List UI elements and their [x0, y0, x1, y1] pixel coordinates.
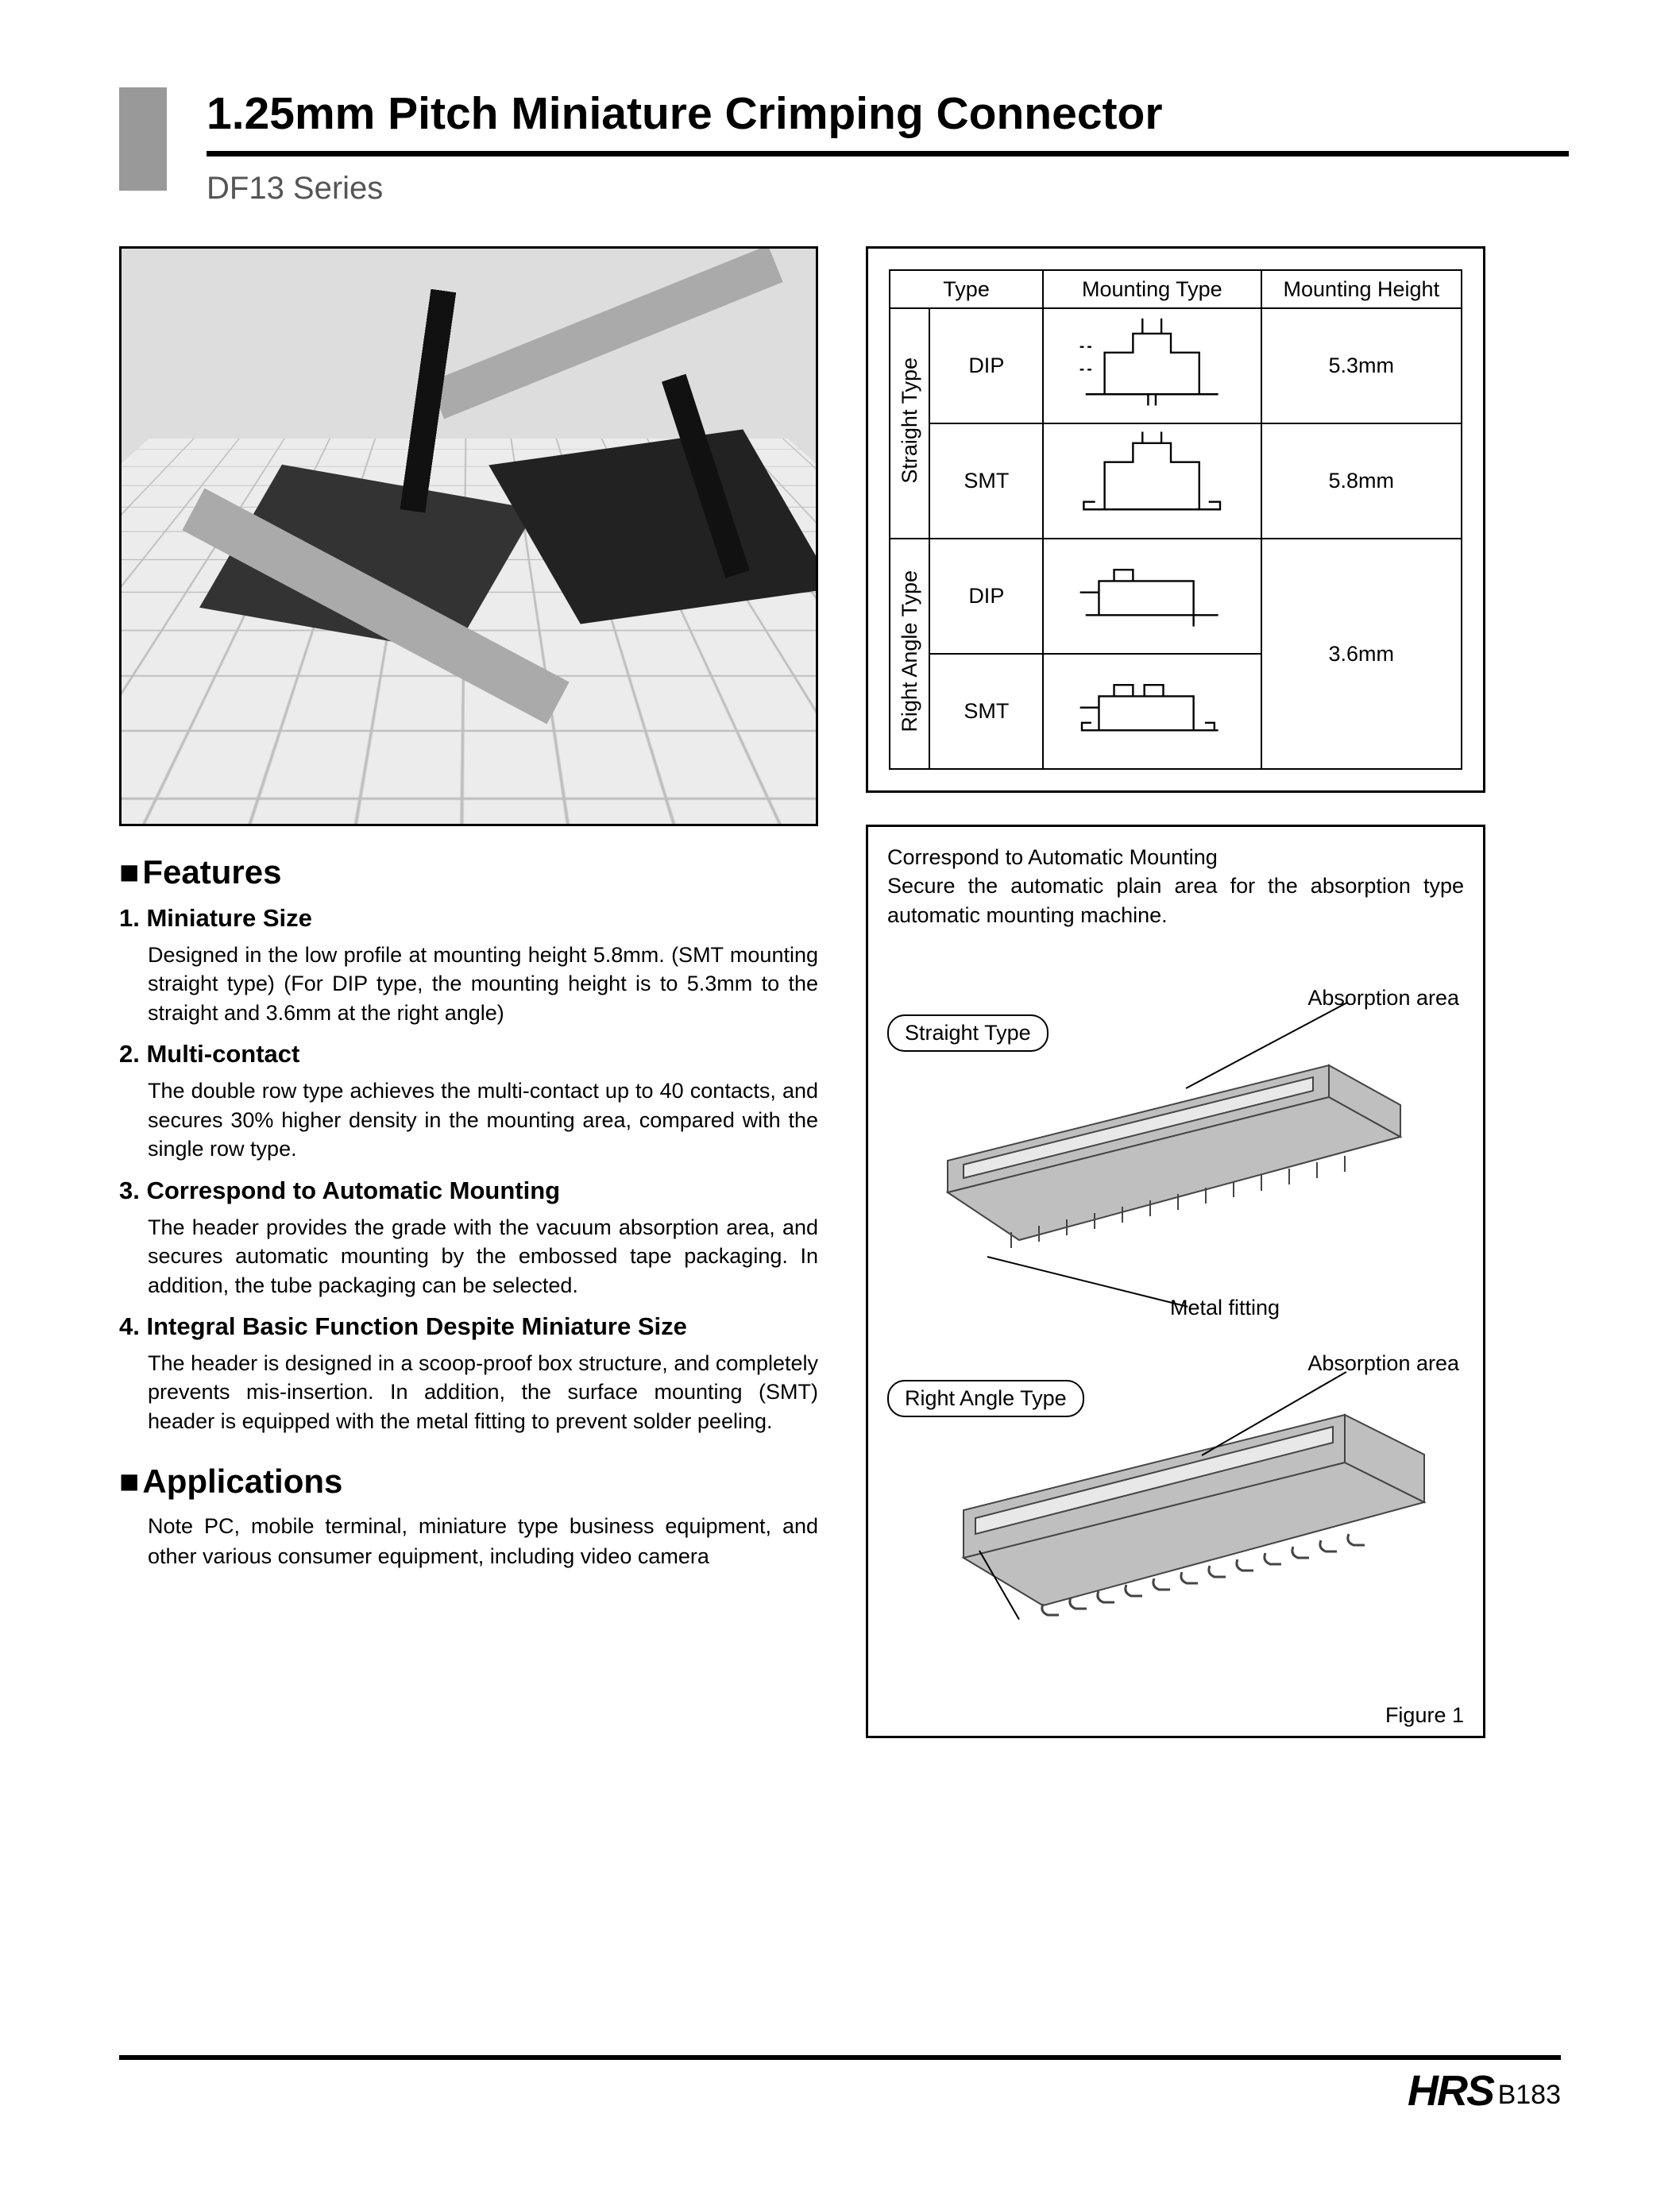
label-absorption-2: Absorption area	[1307, 1351, 1459, 1376]
page-title: 1.25mm Pitch Miniature Crimping Connecto…	[207, 87, 1569, 151]
feature-4-title: 4. Integral Basic Function Despite Minia…	[119, 1312, 818, 1341]
col-type: Type	[890, 270, 1043, 308]
main-columns: Features 1. Miniature Size Designed in t…	[119, 246, 1569, 1738]
figure-caption: Figure 1	[1385, 1703, 1464, 1728]
feature-4-body: The header is designed in a scoop-proof …	[148, 1349, 818, 1435]
label-absorption-1: Absorption area	[1307, 986, 1459, 1010]
feature-3: 3. Correspond to Automatic Mounting The …	[119, 1177, 818, 1300]
col-mounting-height: Mounting Height	[1261, 270, 1462, 308]
footer-rule	[119, 2055, 1561, 2060]
feature-2: 2. Multi-contact The double row type ach…	[119, 1040, 818, 1163]
cell-straight-dip-drawing	[1043, 308, 1261, 423]
figure-intro-2: Secure the automatic plain area for the …	[887, 871, 1464, 929]
feature-2-body: The double row type achieves the multi-c…	[148, 1076, 818, 1163]
feature-2-title: 2. Multi-contact	[119, 1040, 818, 1068]
group-right-angle: Right Angle Type	[893, 562, 927, 740]
feature-1: 1. Miniature Size Designed in the low pr…	[119, 904, 818, 1027]
feature-1-body: Designed in the low profile at mounting …	[148, 941, 818, 1027]
spec-table-box: Type Mounting Type Mounting Height Strai…	[866, 246, 1485, 793]
spec-header-row: Type Mounting Type Mounting Height	[890, 270, 1462, 308]
feature-3-title: 3. Correspond to Automatic Mounting	[119, 1177, 818, 1205]
cell-straight-smt-type: SMT	[929, 423, 1043, 539]
page-header: 1.25mm Pitch Miniature Crimping Connecto…	[119, 87, 1569, 207]
row-straight-smt: SMT 5.8mm	[890, 423, 1462, 539]
title-rule	[207, 151, 1569, 156]
footer-logo: HRS	[1408, 2066, 1493, 2116]
group-straight: Straight Type	[893, 350, 927, 492]
cell-straight-dip-type: DIP	[929, 308, 1043, 423]
row-right-dip: Right Angle Type DIP 3.6mm	[890, 539, 1462, 654]
cell-right-dip-drawing	[1043, 539, 1261, 654]
applications-heading: Applications	[119, 1463, 818, 1501]
cell-straight-smt-drawing	[1043, 423, 1261, 539]
cell-right-smt-type: SMT	[929, 654, 1043, 769]
figure-intro-1: Correspond to Automatic Mounting	[887, 843, 1464, 871]
col-mounting-type: Mounting Type	[1043, 270, 1261, 308]
left-column: Features 1. Miniature Size Designed in t…	[119, 246, 818, 1738]
row-straight-dip: Straight Type DIP 5.3mm	[890, 308, 1462, 423]
feature-3-body: The header provides the grade with the v…	[148, 1213, 818, 1300]
cell-right-dip-type: DIP	[929, 539, 1043, 654]
cell-straight-dip-height: 5.3mm	[1261, 308, 1462, 423]
cell-right-height: 3.6mm	[1261, 539, 1462, 769]
footer-page: B183	[1498, 2080, 1561, 2111]
cell-right-smt-drawing	[1043, 654, 1261, 769]
photo-tube-2	[429, 246, 782, 419]
series-label: DF13 Series	[207, 171, 1569, 207]
connector-straight-illustration	[916, 1034, 1424, 1264]
spec-table: Type Mounting Type Mounting Height Strai…	[889, 269, 1462, 770]
feature-1-title: 1. Miniature Size	[119, 904, 818, 933]
product-photo	[119, 246, 818, 826]
features-heading: Features	[119, 853, 818, 891]
feature-4: 4. Integral Basic Function Despite Minia…	[119, 1312, 818, 1435]
figure-box: Correspond to Automatic Mounting Secure …	[866, 825, 1485, 1738]
header-tab	[119, 87, 167, 191]
right-column: Type Mounting Type Mounting Height Strai…	[866, 246, 1485, 1738]
cell-straight-smt-height: 5.8mm	[1261, 423, 1462, 539]
applications-body: Note PC, mobile terminal, miniature type…	[148, 1512, 818, 1571]
label-metal: Metal fitting	[1170, 1296, 1280, 1320]
